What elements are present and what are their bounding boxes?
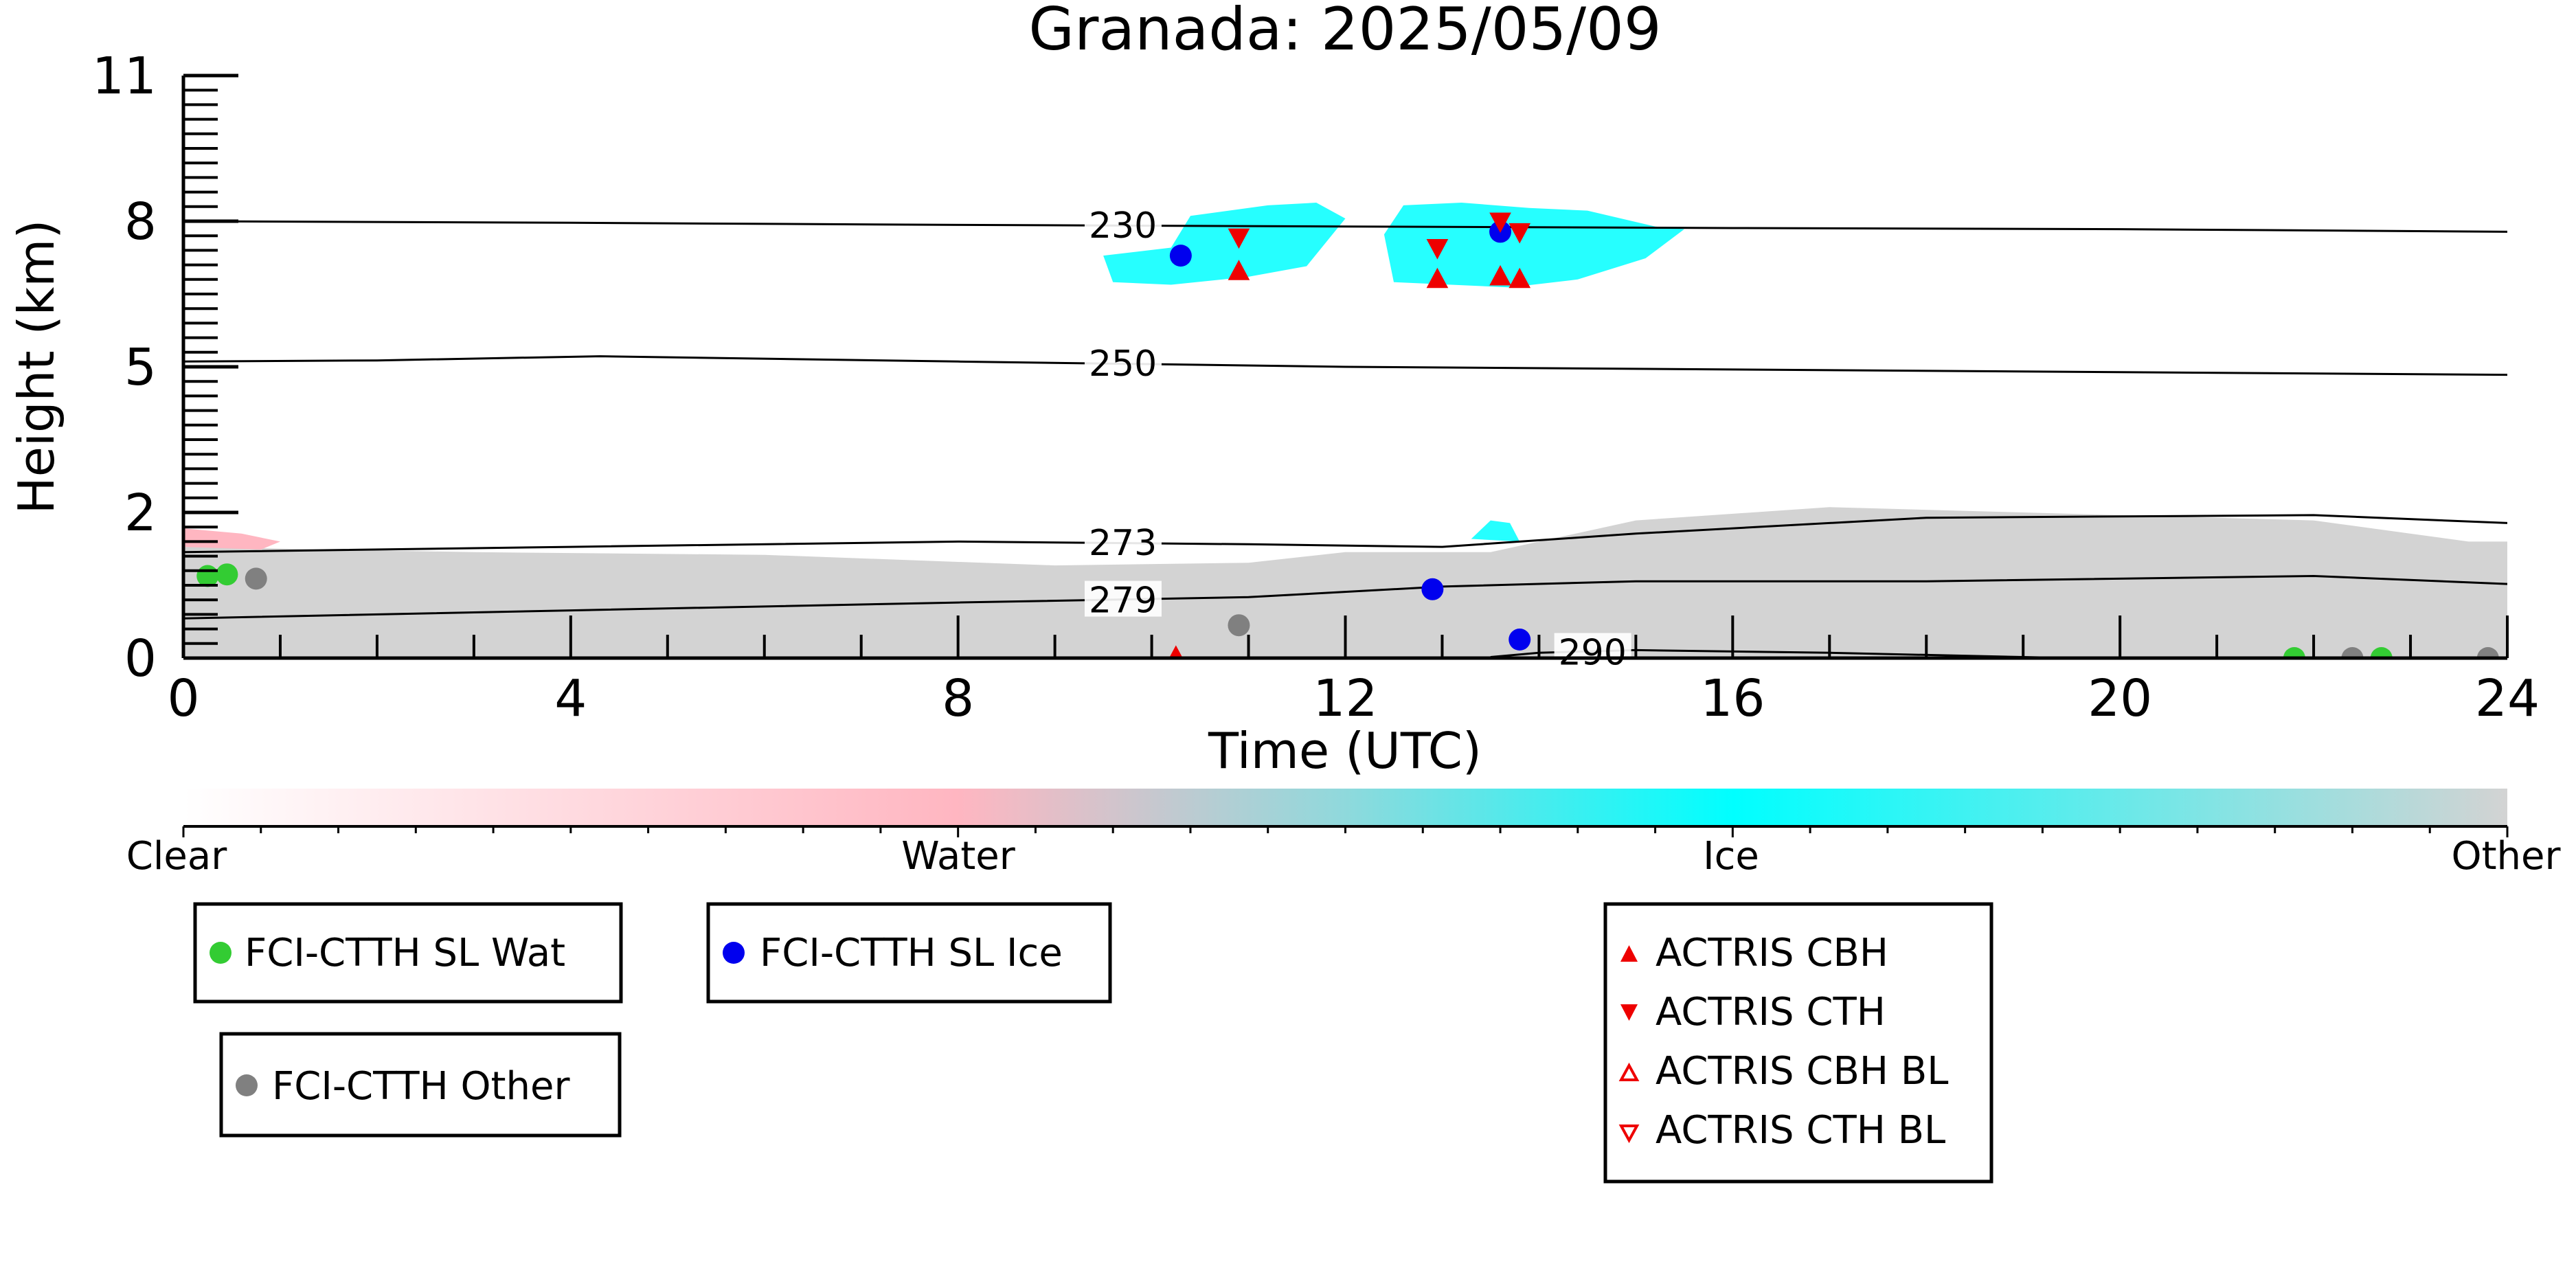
legend-marker-other xyxy=(236,1074,258,1096)
marker-fci-ctth-other-2 xyxy=(2341,647,2364,658)
colorbar-label-ice: Ice xyxy=(1703,834,1759,879)
region-ice-2 xyxy=(1103,203,1346,285)
legend-label-other: FCI-CTTH Other xyxy=(272,1064,570,1109)
contour-labels: 230 250 273 279 290 xyxy=(1084,205,1631,674)
legend-box-actris: ACTRIS CBH ACTRIS CTH ACTRIS CBH BL ACTR… xyxy=(1603,902,1993,1184)
marker-fci-ctth-sl-wat-0 xyxy=(196,565,219,587)
cloud-classification-regions xyxy=(183,203,2507,658)
colorbar-label-clear: Clear xyxy=(126,834,227,879)
legend-marker-wat xyxy=(210,942,231,964)
legend-label-ice: FCI-CTTH SL Ice xyxy=(760,931,1063,975)
marker-fci-ctth-other-3 xyxy=(2476,647,2499,658)
marker-actris-cbh-0 xyxy=(1228,260,1250,280)
x-tick-label-6: 24 xyxy=(2475,669,2540,728)
x-tick-label-5: 20 xyxy=(2088,669,2152,728)
x-axis-label: Time (UTC) xyxy=(1208,722,1482,780)
legend-label-cbh-bl: ACTRIS CBH BL xyxy=(1656,1049,1948,1094)
marker-actris-cth-2 xyxy=(1489,212,1511,234)
marker-fci-ctth-other-0 xyxy=(245,567,267,590)
legend-label-cth-bl: ACTRIS CTH BL xyxy=(1656,1108,1945,1153)
contour-label-bg-273 xyxy=(1084,523,1162,560)
data-markers xyxy=(196,212,2499,658)
x-tick-label-0: 0 xyxy=(167,669,199,728)
contour-label-290: 290 xyxy=(1559,633,1627,674)
marker-fci-ctth-sl-wat-2 xyxy=(2283,647,2305,658)
y-axis-label: Height (km) xyxy=(8,220,65,515)
marker-actris-cth-1 xyxy=(1426,239,1449,260)
contour-label-279: 279 xyxy=(1089,580,1157,622)
marker-actris-cbh-3 xyxy=(1509,267,1531,289)
axes: 0 2 5 8 11 0 4 8 12 16 20 24 xyxy=(92,47,2540,728)
marker-actris-cbh-2 xyxy=(1489,264,1511,286)
legend-box-other: FCI-CTTH Other xyxy=(219,1032,622,1138)
colorbar-label-water: Water xyxy=(901,834,1016,879)
legend-marker-cth-bl xyxy=(1618,1125,1640,1144)
contour-250 xyxy=(183,355,2507,376)
contour-label-bg-279 xyxy=(1084,580,1162,617)
contour-230 xyxy=(183,220,2507,233)
contour-label-bg-290 xyxy=(1554,633,1631,669)
contour-label-bg-230 xyxy=(1084,206,1162,242)
chart-title: Granada: 2025/05/09 xyxy=(1028,0,1661,64)
region-ice-3 xyxy=(1383,203,1684,288)
contour-273 xyxy=(183,514,2507,554)
colorbar: Clear Water Ice Other xyxy=(126,789,2561,879)
y-tick-label-3: 8 xyxy=(124,192,157,251)
x-tick-label-2: 8 xyxy=(942,669,974,728)
legend-label-cbh: ACTRIS CBH xyxy=(1656,931,1888,975)
legend-marker-cbh-bl xyxy=(1618,1062,1640,1081)
region-ice-4 xyxy=(1471,520,1520,542)
region-water-1 xyxy=(183,528,280,550)
colorbar-ticks xyxy=(182,826,2509,837)
marker-actris-cth-0 xyxy=(1228,228,1250,249)
legend-label-cth: ACTRIS CTH xyxy=(1656,990,1886,1035)
colorbar-label-other: Other xyxy=(2451,834,2561,879)
x-ticks: 0 4 8 12 16 20 24 xyxy=(167,615,2540,728)
marker-fci-ctth-sl-wat-1 xyxy=(216,563,238,586)
x-tick-label-1: 4 xyxy=(554,669,587,728)
colorbar-gradient xyxy=(183,789,2507,826)
y-tick-label-4: 11 xyxy=(92,47,157,106)
x-tick-label-4: 16 xyxy=(1700,669,1765,728)
y-ticks: 0 2 5 8 11 xyxy=(92,47,238,688)
plot-area xyxy=(183,203,2507,658)
y-tick-label-2: 5 xyxy=(124,338,157,397)
y-tick-label-1: 2 xyxy=(124,484,157,543)
legend-marker-cth xyxy=(1620,1004,1638,1021)
x-tick-label-3: 12 xyxy=(1313,669,1377,728)
marker-fci-ctth-sl-ice-1 xyxy=(1421,578,1444,600)
y-tick-label-0: 0 xyxy=(124,629,157,688)
marker-fci-ctth-sl-ice-0 xyxy=(1169,245,1192,267)
marker-actris-cbh-1 xyxy=(1426,267,1449,289)
marker-fci-ctth-sl-ice-3 xyxy=(1509,629,1531,651)
marker-fci-ctth-other-1 xyxy=(1228,614,1250,637)
contour-label-230: 230 xyxy=(1089,205,1157,247)
legend-box-wat: FCI-CTTH SL Wat xyxy=(193,902,623,1004)
legends: FCI-CTTH SL Wat FCI-CTTH SL Ice FCI-CTTH… xyxy=(193,902,1993,1184)
marker-actris-cbh-4 xyxy=(1168,645,1183,658)
legend-marker-ice xyxy=(723,942,745,964)
contour-label-273: 273 xyxy=(1089,523,1157,564)
legend-label-wat: FCI-CTTH SL Wat xyxy=(245,931,565,975)
marker-fci-ctth-sl-wat-3 xyxy=(2370,647,2393,658)
region-other-0 xyxy=(183,507,2507,658)
contour-label-250: 250 xyxy=(1089,343,1157,385)
legend-marker-cbh xyxy=(1620,945,1638,962)
marker-actris-cth-3 xyxy=(1509,223,1531,244)
legend-box-ice: FCI-CTTH SL Ice xyxy=(706,902,1112,1004)
contour-label-bg-250 xyxy=(1084,343,1162,380)
